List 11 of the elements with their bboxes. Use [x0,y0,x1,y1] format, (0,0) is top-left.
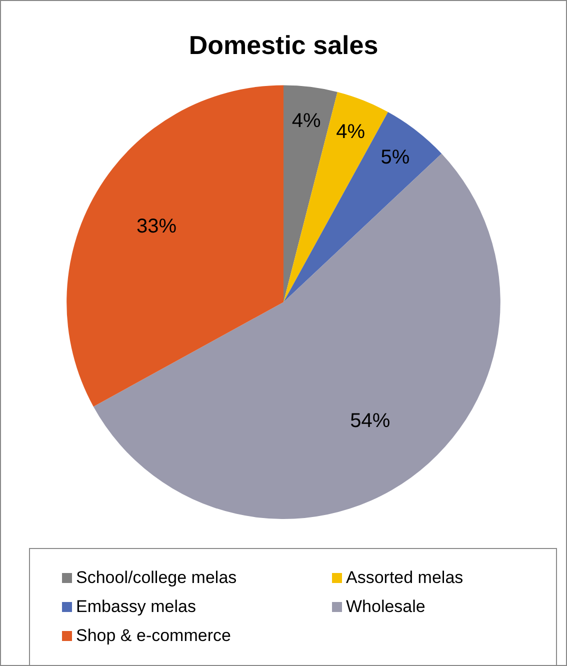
legend-label: School/college melas [76,568,237,588]
legend-label: Wholesale [346,596,426,616]
data-label: 4% [336,121,366,144]
data-label: 54% [350,410,390,432]
data-label: 4% [292,110,322,132]
legend-label: Embassy melas [76,596,196,616]
data-label: 5% [380,146,410,169]
chart-title: Domestic sales [188,30,378,60]
data-label: 33% [136,216,177,238]
legend-label: Shop & e-commerce [76,626,231,646]
legend-label: Assorted melas [346,568,464,588]
